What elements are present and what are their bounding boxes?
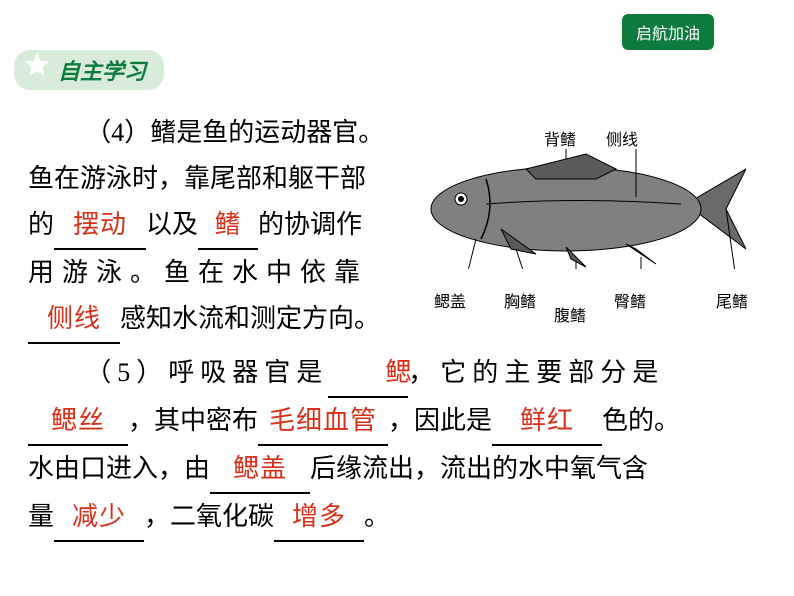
p5-line1: （5）呼吸器官是鳃，它的主要部分是	[28, 350, 766, 398]
para5: （5）呼吸器官是鳃，它的主要部分是 鳃丝，其中密布毛细血管，因此是鲜红色的。 水…	[28, 350, 766, 542]
blank-9: 减少	[54, 494, 144, 542]
ans-8: 鳃盖	[233, 454, 287, 483]
lbl-beiqi: 背鳍	[544, 118, 576, 164]
p4-line2: 鱼在游泳时，靠尾部和躯干部	[28, 156, 396, 202]
p4-line4: 用游泳。鱼在水中依靠	[28, 250, 396, 296]
blank-3: 侧线	[28, 296, 120, 344]
ans-5: 鳃丝	[51, 406, 105, 435]
blank-4: 鳃	[328, 350, 408, 398]
ans-6: 毛细血管	[269, 406, 377, 435]
ans-9: 减少	[72, 502, 126, 531]
nav-tag-text: 启航加油	[636, 26, 700, 43]
ans-4: 鳃	[385, 358, 412, 387]
ans-3: 侧线	[47, 304, 101, 333]
ans-10: 增多	[292, 502, 346, 531]
p5-line3: 水由口进入，由鳃盖后缘流出，流出的水中氧气含	[28, 446, 766, 494]
blank-7: 鲜红	[492, 398, 602, 446]
blank-5: 鳃丝	[28, 398, 128, 446]
p4-line1: （4）鳍是鱼的运动器官。	[28, 110, 396, 156]
lbl-tunqi: 臀鳍	[614, 280, 646, 326]
fish-figure: 背鳍 侧线 鳃盖 胸鳍 腹鳍 臀鳍 尾鳍	[396, 114, 766, 304]
ans-1: 摆动	[73, 210, 127, 239]
blank-8: 鳃盖	[210, 446, 310, 494]
fish-box: 背鳍 侧线 鳃盖 胸鳍 腹鳍 臀鳍 尾鳍	[396, 114, 766, 304]
p4-line5: 侧线感知水流和测定方向。	[28, 296, 396, 344]
p5-line4: 量减少，二氧化碳增多。	[28, 494, 766, 542]
blank-6: 毛细血管	[258, 398, 388, 446]
fish-svg	[416, 149, 746, 269]
star-icon	[24, 52, 50, 78]
para4-text: （4）鳍是鱼的运动器官。 鱼在游泳时，靠尾部和躯干部 的摆动以及鳍的协调作 用游…	[28, 110, 396, 344]
lbl-saigai: 鳃盖	[434, 280, 466, 326]
lbl-weiqi: 尾鳍	[716, 280, 748, 326]
lbl-cexian: 侧线	[606, 118, 638, 164]
content-area: （4）鳍是鱼的运动器官。 鱼在游泳时，靠尾部和躯干部 的摆动以及鳍的协调作 用游…	[28, 110, 766, 542]
lbl-xiongqi: 胸鳍	[504, 280, 536, 326]
badge-text: 自主学习	[58, 59, 146, 84]
p4-line3: 的摆动以及鳍的协调作	[28, 202, 396, 250]
ans-2: 鳍	[215, 210, 242, 239]
blank-1: 摆动	[54, 202, 146, 250]
lbl-fuqi: 腹鳍	[554, 294, 586, 340]
ans-7: 鲜红	[520, 406, 574, 435]
nav-tag: 启航加油	[622, 14, 714, 50]
blank-10: 增多	[274, 494, 364, 542]
para4-row: （4）鳍是鱼的运动器官。 鱼在游泳时，靠尾部和躯干部 的摆动以及鳍的协调作 用游…	[28, 110, 766, 344]
section-badge: 自主学习	[14, 50, 164, 90]
p5-line2: 鳃丝，其中密布毛细血管，因此是鲜红色的。	[28, 398, 766, 446]
blank-2: 鳍	[198, 202, 258, 250]
